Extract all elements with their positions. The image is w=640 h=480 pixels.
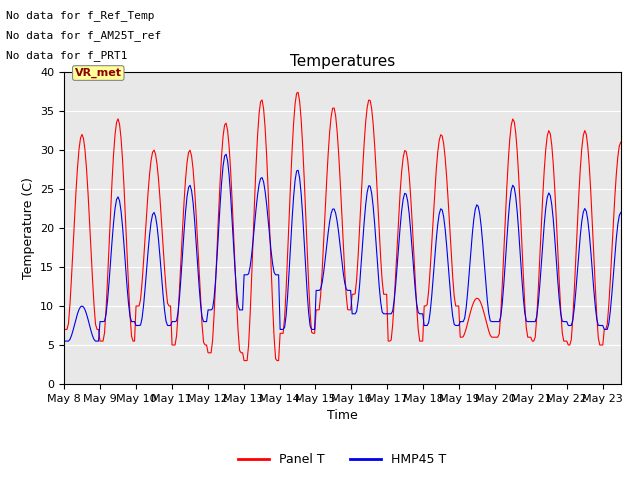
HMP45 T <box>617 209 625 215</box>
HMP45 T <box>222 151 230 157</box>
HMP45 T <box>346 288 353 293</box>
HMP45 T <box>152 214 159 219</box>
HMP45 T <box>470 217 477 223</box>
Panel T <box>240 358 248 363</box>
Text: No data for f_PRT1: No data for f_PRT1 <box>6 50 128 61</box>
Line: HMP45 T: HMP45 T <box>64 154 621 341</box>
Panel T <box>608 250 616 255</box>
Panel T <box>347 307 355 313</box>
Text: VR_met: VR_met <box>75 68 122 78</box>
HMP45 T <box>131 319 138 324</box>
HMP45 T <box>249 238 257 243</box>
Text: No data for f_AM25T_ref: No data for f_AM25T_ref <box>6 30 162 41</box>
Legend: Panel T, HMP45 T: Panel T, HMP45 T <box>233 448 452 471</box>
Panel T <box>294 89 302 95</box>
HMP45 T <box>60 338 68 344</box>
X-axis label: Time: Time <box>327 409 358 422</box>
Y-axis label: Temperature (C): Temperature (C) <box>22 177 35 279</box>
Panel T <box>617 139 625 145</box>
HMP45 T <box>607 309 614 314</box>
Panel T <box>152 151 159 157</box>
Panel T <box>249 236 257 242</box>
Text: No data for f_Ref_Temp: No data for f_Ref_Temp <box>6 10 155 21</box>
Panel T <box>131 338 138 344</box>
Panel T <box>60 326 68 332</box>
Panel T <box>472 297 479 302</box>
Line: Panel T: Panel T <box>64 92 621 360</box>
Title: Temperatures: Temperatures <box>290 54 395 70</box>
